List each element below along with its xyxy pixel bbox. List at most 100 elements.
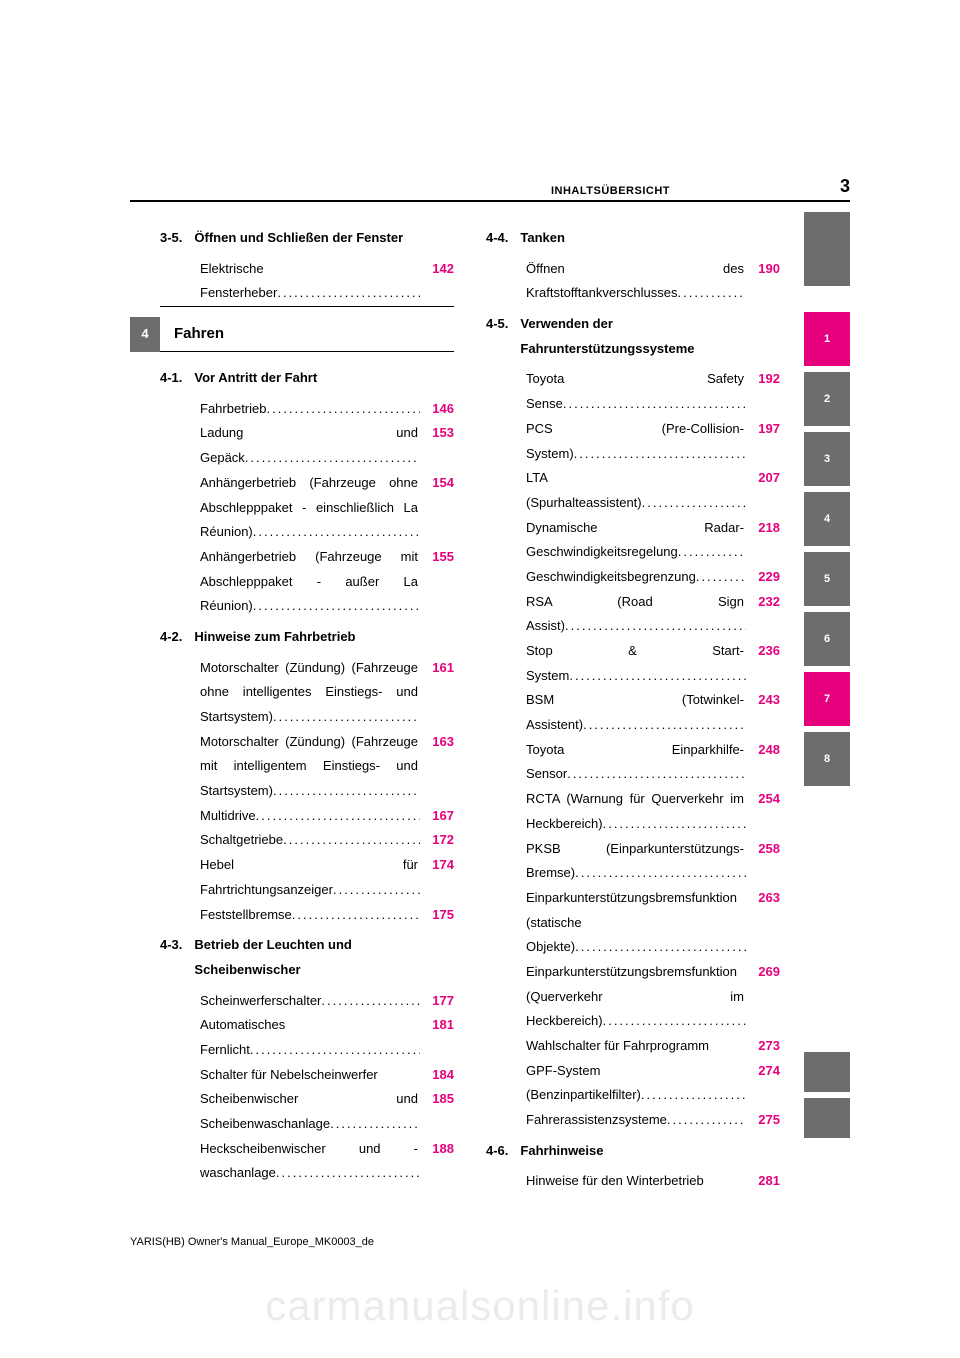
toc-entry[interactable]: Geschwindigkeitsbegrenzung229: [526, 565, 780, 590]
toc-entry-page: 281: [746, 1169, 780, 1194]
toc-entry[interactable]: Motorschalter (Zündung) (Fahrzeuge ohne …: [200, 656, 454, 730]
toc-entry[interactable]: GPF-System (Benzinpartikelfilter)274: [526, 1059, 780, 1108]
toc-entry[interactable]: Einparkunterstützungsbremsfunktion (stat…: [526, 886, 780, 960]
toc-entry-page: 236: [746, 639, 780, 688]
toc-entry[interactable]: Öffnen des Kraftstofftankverschlusses190: [526, 257, 780, 306]
toc-entry[interactable]: PCS (Pre-Collision-System)197: [526, 417, 780, 466]
side-tab-5[interactable]: 5: [804, 552, 850, 606]
toc-entry[interactable]: Hinweise für den Winterbetrieb281: [526, 1169, 780, 1194]
toc-entry-label: Öffnen des Kraftstofftankverschlusses: [526, 257, 746, 306]
toc-entry-label: Automatisches Fernlicht: [200, 1013, 420, 1062]
section-title: Öffnen und Schließen der Fenster: [194, 226, 454, 251]
toc-entry-label: Einparkunterstützungsbremsfunktion (Quer…: [526, 960, 746, 1034]
toc-entry[interactable]: Stop & Start-System236: [526, 639, 780, 688]
side-tab-4[interactable]: 4: [804, 492, 850, 546]
toc-entry-page: 185: [420, 1087, 454, 1136]
section-title: Vor Antritt der Fahrt: [194, 366, 454, 391]
toc-entry[interactable]: LTA (Spurhalteassistent)207: [526, 466, 780, 515]
side-tab-6[interactable]: 6: [804, 612, 850, 666]
toc-entry-label: Schaltgetriebe: [200, 828, 420, 853]
chapter-number: 4: [130, 317, 160, 352]
side-tab-2[interactable]: 2: [804, 372, 850, 426]
toc-entry[interactable]: Multidrive167: [200, 804, 454, 829]
section-4-5: 4-5. Verwenden der Fahrunterstützungssys…: [486, 312, 780, 361]
section-4-6-items: Hinweise für den Winterbetrieb281: [486, 1169, 780, 1194]
toc-entry[interactable]: Wahlschalter für Fahrprogramm273: [526, 1034, 780, 1059]
toc-entry[interactable]: Einparkunterstützungsbremsfunktion (Quer…: [526, 960, 780, 1034]
toc-entry-label: Multidrive: [200, 804, 420, 829]
toc-entry[interactable]: Dynamische Radar-Geschwindigkeitsregelun…: [526, 516, 780, 565]
toc-entry[interactable]: Hebel für Fahrtrichtungsanzeiger174: [200, 853, 454, 902]
toc-entry-label: Stop & Start-System: [526, 639, 746, 688]
section-number: 3-5.: [160, 226, 182, 251]
toc-entry-label: Feststellbremse: [200, 903, 420, 928]
toc-entry[interactable]: Heckscheibenwischer und -waschanlage188: [200, 1137, 454, 1186]
toc-content: 3-5. Öffnen und Schließen der Fenster El…: [160, 220, 780, 1194]
toc-entry-page: 161: [420, 656, 454, 730]
toc-entry-page: 174: [420, 853, 454, 902]
toc-entry-label: RSA (Road Sign Assist): [526, 590, 746, 639]
toc-entry[interactable]: BSM (Totwinkel-Assistent)243: [526, 688, 780, 737]
toc-entry-label: Toyota Einparkhilfe- Sensor: [526, 738, 746, 787]
section-4-6: 4-6. Fahrhinweise: [486, 1139, 780, 1164]
toc-entry-label: Anhängerbetrieb (Fahrzeuge mit Abschlepp…: [200, 545, 420, 619]
toc-entry-label: Hebel für Fahrtrichtungsanzeiger: [200, 853, 420, 902]
toc-entry-label: Geschwindigkeitsbegrenzung: [526, 565, 746, 590]
toc-entry[interactable]: Ladung und Gepäck153: [200, 421, 454, 470]
section-3-5-items: Elektrische Fensterheber142: [160, 257, 454, 306]
toc-left-column: 3-5. Öffnen und Schließen der Fenster El…: [160, 220, 454, 1194]
toc-entry-label: Toyota Safety Sense: [526, 367, 746, 416]
toc-entry-page: 175: [420, 903, 454, 928]
section-4-3-items: Scheinwerferschalter177Automatisches Fer…: [160, 989, 454, 1187]
toc-entry[interactable]: Toyota Safety Sense192: [526, 367, 780, 416]
toc-entry-label: Elektrische Fensterheber: [200, 257, 420, 306]
toc-entry[interactable]: Fahrbetrieb146: [200, 397, 454, 422]
toc-entry[interactable]: Scheibenwischer und Scheibenwaschanlage1…: [200, 1087, 454, 1136]
toc-entry[interactable]: RSA (Road Sign Assist)232: [526, 590, 780, 639]
chapter-tab-wrap: 4 Fahren: [160, 306, 454, 352]
header-page-number: 3: [840, 176, 850, 197]
section-4-2-items: Motorschalter (Zündung) (Fahrzeuge ohne …: [160, 656, 454, 928]
toc-entry[interactable]: RCTA (Warnung für Querverkehr im Heckber…: [526, 787, 780, 836]
toc-entry-page: 248: [746, 738, 780, 787]
toc-entry-label: PKSB (Einparkunterstützungs-Bremse): [526, 837, 746, 886]
toc-entry-label: Dynamische Radar-Geschwindigkeitsregelun…: [526, 516, 746, 565]
toc-entry[interactable]: Schaltgetriebe172: [200, 828, 454, 853]
side-tab-7[interactable]: 7: [804, 672, 850, 726]
toc-entry-label: Scheinwerferschalter: [200, 989, 420, 1014]
toc-entry[interactable]: Automatisches Fernlicht181: [200, 1013, 454, 1062]
toc-entry[interactable]: Anhängerbetrieb (Fahrzeuge mit Abschlepp…: [200, 545, 454, 619]
toc-entry-label: Hinweise für den Winterbetrieb: [526, 1169, 746, 1194]
toc-entry-label: PCS (Pre-Collision-System): [526, 417, 746, 466]
section-4-1: 4-1. Vor Antritt der Fahrt: [160, 366, 454, 391]
toc-entry[interactable]: Toyota Einparkhilfe- Sensor248: [526, 738, 780, 787]
side-tab-3[interactable]: 3: [804, 432, 850, 486]
toc-entry[interactable]: Feststellbremse175: [200, 903, 454, 928]
page: INHALTSÜBERSICHT 3 1 2 3 4 5 6 7 8 3-5. …: [0, 0, 960, 1358]
toc-entry-page: 181: [420, 1013, 454, 1062]
toc-right-column: 4-4. Tanken Öffnen des Kraftstofftankver…: [486, 220, 780, 1194]
toc-entry[interactable]: Scheinwerferschalter177: [200, 989, 454, 1014]
toc-entry-label: GPF-System (Benzinpartikelfilter): [526, 1059, 746, 1108]
section-title: Verwenden der Fahrunterstützungssysteme: [520, 312, 780, 361]
toc-entry-label: BSM (Totwinkel-Assistent): [526, 688, 746, 737]
section-number: 4-1.: [160, 366, 182, 391]
section-3-5: 3-5. Öffnen und Schließen der Fenster: [160, 226, 454, 251]
toc-entry[interactable]: Schalter für Nebelscheinwerfer184: [200, 1063, 454, 1088]
side-tab-8[interactable]: 8: [804, 732, 850, 786]
toc-entry-page: 274: [746, 1059, 780, 1108]
side-tab-1[interactable]: 1: [804, 312, 850, 366]
toc-entry-label: Motorschalter (Zündung) (Fahrzeuge mit i…: [200, 730, 420, 804]
toc-entry-page: 218: [746, 516, 780, 565]
section-4-1-items: Fahrbetrieb146Ladung und Gepäck153Anhäng…: [160, 397, 454, 619]
toc-entry-label: Anhängerbetrieb (Fahrzeuge ohne Abschlep…: [200, 471, 420, 545]
header-rule: [130, 200, 850, 202]
toc-entry[interactable]: Anhängerbetrieb (Fahrzeuge ohne Abschlep…: [200, 471, 454, 545]
toc-entry-label: LTA (Spurhalteassistent): [526, 466, 746, 515]
toc-entry-page: 142: [420, 257, 454, 306]
toc-entry[interactable]: PKSB (Einparkunterstützungs-Bremse)258: [526, 837, 780, 886]
toc-entry[interactable]: Motorschalter (Zündung) (Fahrzeuge mit i…: [200, 730, 454, 804]
toc-entry[interactable]: Fahrerassistenzsysteme275: [526, 1108, 780, 1133]
toc-entry[interactable]: Elektrische Fensterheber142: [200, 257, 454, 306]
toc-entry-page: 258: [746, 837, 780, 886]
